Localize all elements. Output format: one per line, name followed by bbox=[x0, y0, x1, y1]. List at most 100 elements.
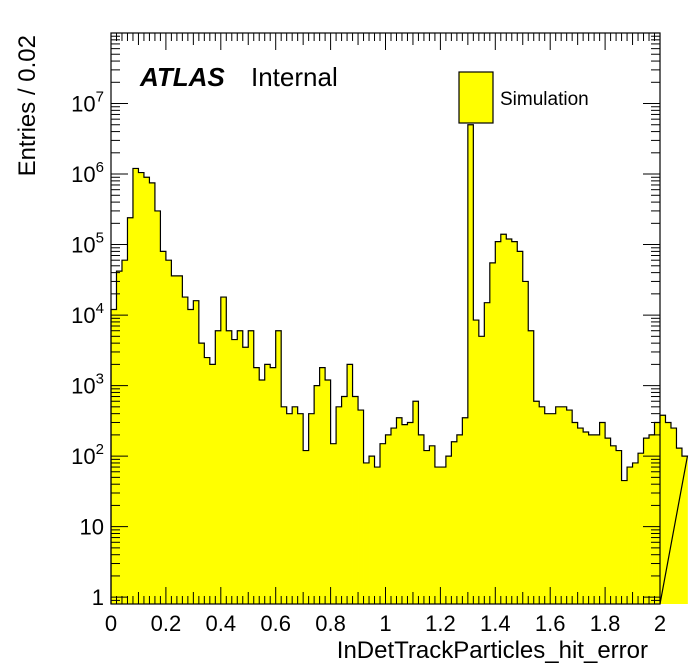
histogram-bar bbox=[412, 401, 419, 604]
histogram-bar bbox=[143, 177, 150, 604]
histogram-bar bbox=[484, 302, 491, 604]
histogram-bar bbox=[248, 330, 255, 604]
legend-swatch bbox=[458, 71, 494, 124]
histogram-bar bbox=[204, 357, 211, 604]
histogram-bar bbox=[253, 367, 260, 604]
histogram-bar bbox=[660, 415, 666, 604]
histogram-bars bbox=[111, 124, 688, 605]
histogram-bar bbox=[555, 406, 562, 604]
histogram-bar bbox=[259, 380, 266, 604]
internal-label: Internal bbox=[251, 62, 338, 92]
histogram-bar bbox=[319, 367, 326, 604]
histogram-bar bbox=[610, 445, 617, 604]
histogram-bar bbox=[467, 124, 474, 605]
histogram-bar bbox=[511, 241, 518, 605]
atlas-label: ATLAS bbox=[139, 62, 225, 92]
histogram-bar bbox=[347, 364, 353, 604]
histogram-bar bbox=[292, 406, 299, 604]
histogram-bar bbox=[374, 467, 381, 604]
histogram-bar bbox=[489, 262, 496, 604]
histogram-bar bbox=[440, 467, 447, 604]
histogram-bar bbox=[352, 396, 359, 604]
histogram-bar bbox=[281, 406, 288, 604]
histogram-bar bbox=[434, 467, 441, 604]
histogram-bar bbox=[198, 343, 205, 604]
axis-ticks bbox=[110, 33, 661, 605]
histogram-bar bbox=[160, 251, 167, 604]
histogram-bar bbox=[423, 450, 430, 604]
histogram-bar bbox=[627, 467, 633, 604]
x-tick-label: 0 bbox=[105, 611, 117, 636]
legend: Simulation bbox=[458, 71, 589, 124]
histogram-bar bbox=[401, 424, 408, 604]
histogram-bar bbox=[336, 406, 342, 604]
x-tick-label: 2 bbox=[654, 611, 666, 636]
histogram-bar bbox=[149, 182, 156, 604]
axis-tick-labels: 0 0.2 0.4 0.6 0.8 1 1.2 1.4 1.6 1.8 2 1 10 102 103 104 1… bbox=[71, 89, 666, 636]
histogram-bar bbox=[237, 330, 244, 604]
histogram-bar bbox=[325, 380, 331, 604]
histogram-bar bbox=[116, 271, 123, 604]
histogram-bar bbox=[445, 456, 452, 604]
x-tick-label: 1.6 bbox=[535, 611, 566, 636]
histogram-bar bbox=[154, 210, 161, 604]
histogram-bar bbox=[171, 275, 178, 604]
y-axis-title: Entries / 0.02 bbox=[14, 35, 41, 176]
histogram-bar bbox=[621, 480, 628, 604]
histogram-bar bbox=[396, 417, 403, 604]
y-tick-label: 1 bbox=[92, 585, 104, 610]
x-axis-title: InDetTrackParticles_hit_error bbox=[337, 637, 648, 664]
histogram-bar bbox=[588, 434, 595, 604]
histogram-bar bbox=[665, 422, 672, 604]
histogram-bar bbox=[182, 297, 189, 604]
histogram-bar bbox=[209, 364, 216, 604]
histogram-bar bbox=[363, 462, 370, 604]
y-tick-label: 10 bbox=[80, 515, 104, 540]
x-tick-label: 0.2 bbox=[151, 611, 182, 636]
histogram-bar bbox=[187, 309, 194, 604]
histogram-bar bbox=[390, 428, 397, 604]
histogram-bar bbox=[418, 434, 425, 604]
histogram-bar bbox=[111, 309, 117, 604]
histogram-bar bbox=[385, 434, 392, 604]
histogram-bar bbox=[380, 443, 386, 604]
histogram-bar bbox=[121, 260, 128, 604]
histogram-bar bbox=[649, 434, 655, 604]
histogram-outline bbox=[110, 124, 689, 605]
histogram-bar bbox=[407, 422, 414, 604]
histogram-bar bbox=[522, 281, 529, 604]
histogram-bar bbox=[599, 422, 606, 604]
histogram-bar bbox=[314, 385, 321, 604]
histogram-bar bbox=[341, 396, 348, 604]
histogram-bar bbox=[286, 413, 293, 604]
y-tick-label: 104 bbox=[71, 300, 104, 328]
histogram-bar bbox=[583, 431, 590, 604]
x-tick-label: 0.6 bbox=[260, 611, 291, 636]
x-tick-label: 0.8 bbox=[315, 611, 346, 636]
histogram-bar bbox=[643, 438, 650, 604]
histogram-bar bbox=[616, 450, 622, 604]
histogram-bar bbox=[215, 330, 222, 604]
histogram-bar bbox=[451, 441, 458, 604]
y-tick-label: 102 bbox=[71, 441, 104, 469]
histogram-bar bbox=[495, 241, 502, 605]
y-tick-label: 103 bbox=[71, 371, 104, 399]
histogram-bar bbox=[297, 413, 304, 604]
histogram-bar bbox=[500, 234, 507, 604]
x-tick-label: 0.4 bbox=[206, 611, 237, 636]
histogram-bar bbox=[369, 456, 375, 604]
histogram-bar bbox=[127, 217, 134, 604]
histogram-bar bbox=[176, 275, 183, 604]
histogram-bar bbox=[264, 364, 271, 604]
histogram-bar bbox=[528, 330, 535, 604]
histogram-bar bbox=[533, 401, 540, 604]
histogram-bar bbox=[456, 434, 463, 604]
histogram-bar bbox=[654, 422, 661, 604]
histogram-bar bbox=[572, 422, 579, 604]
histogram-bar bbox=[577, 428, 584, 604]
x-tick-label: 1 bbox=[379, 611, 391, 636]
histogram-bar bbox=[566, 410, 573, 604]
histogram-bar bbox=[270, 367, 277, 604]
histogram-bar bbox=[670, 428, 677, 604]
